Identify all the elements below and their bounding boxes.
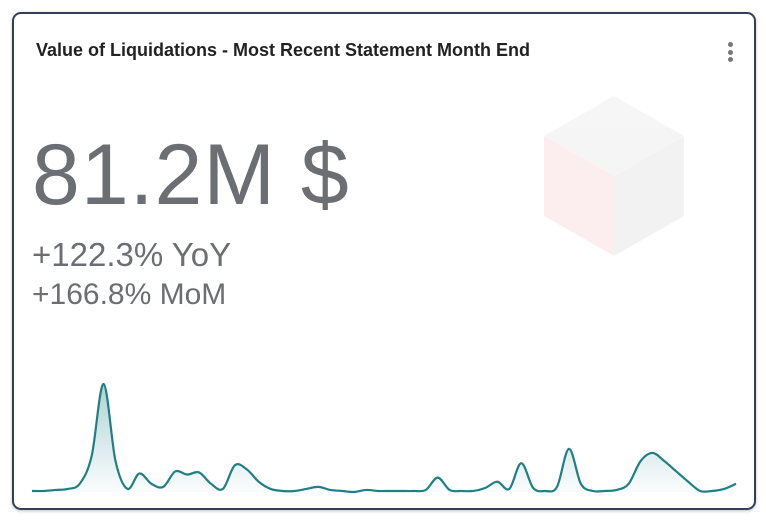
sparkline-area: [32, 383, 736, 493]
card-title: Value of Liquidations - Most Recent Stat…: [36, 40, 531, 60]
sparkline: [31, 382, 737, 494]
watermark-logo: [544, 96, 684, 256]
more-menu[interactable]: [726, 42, 734, 64]
kpi-yoy: +122.3% YoY: [32, 236, 232, 273]
sparkline-line: [31, 382, 737, 494]
kpi-mom: +166.8% MoM: [32, 278, 227, 311]
kpi-value: 81.2M $: [32, 127, 350, 223]
kpi-card: Value of Liquidations - Most Recent Stat…: [12, 12, 756, 510]
